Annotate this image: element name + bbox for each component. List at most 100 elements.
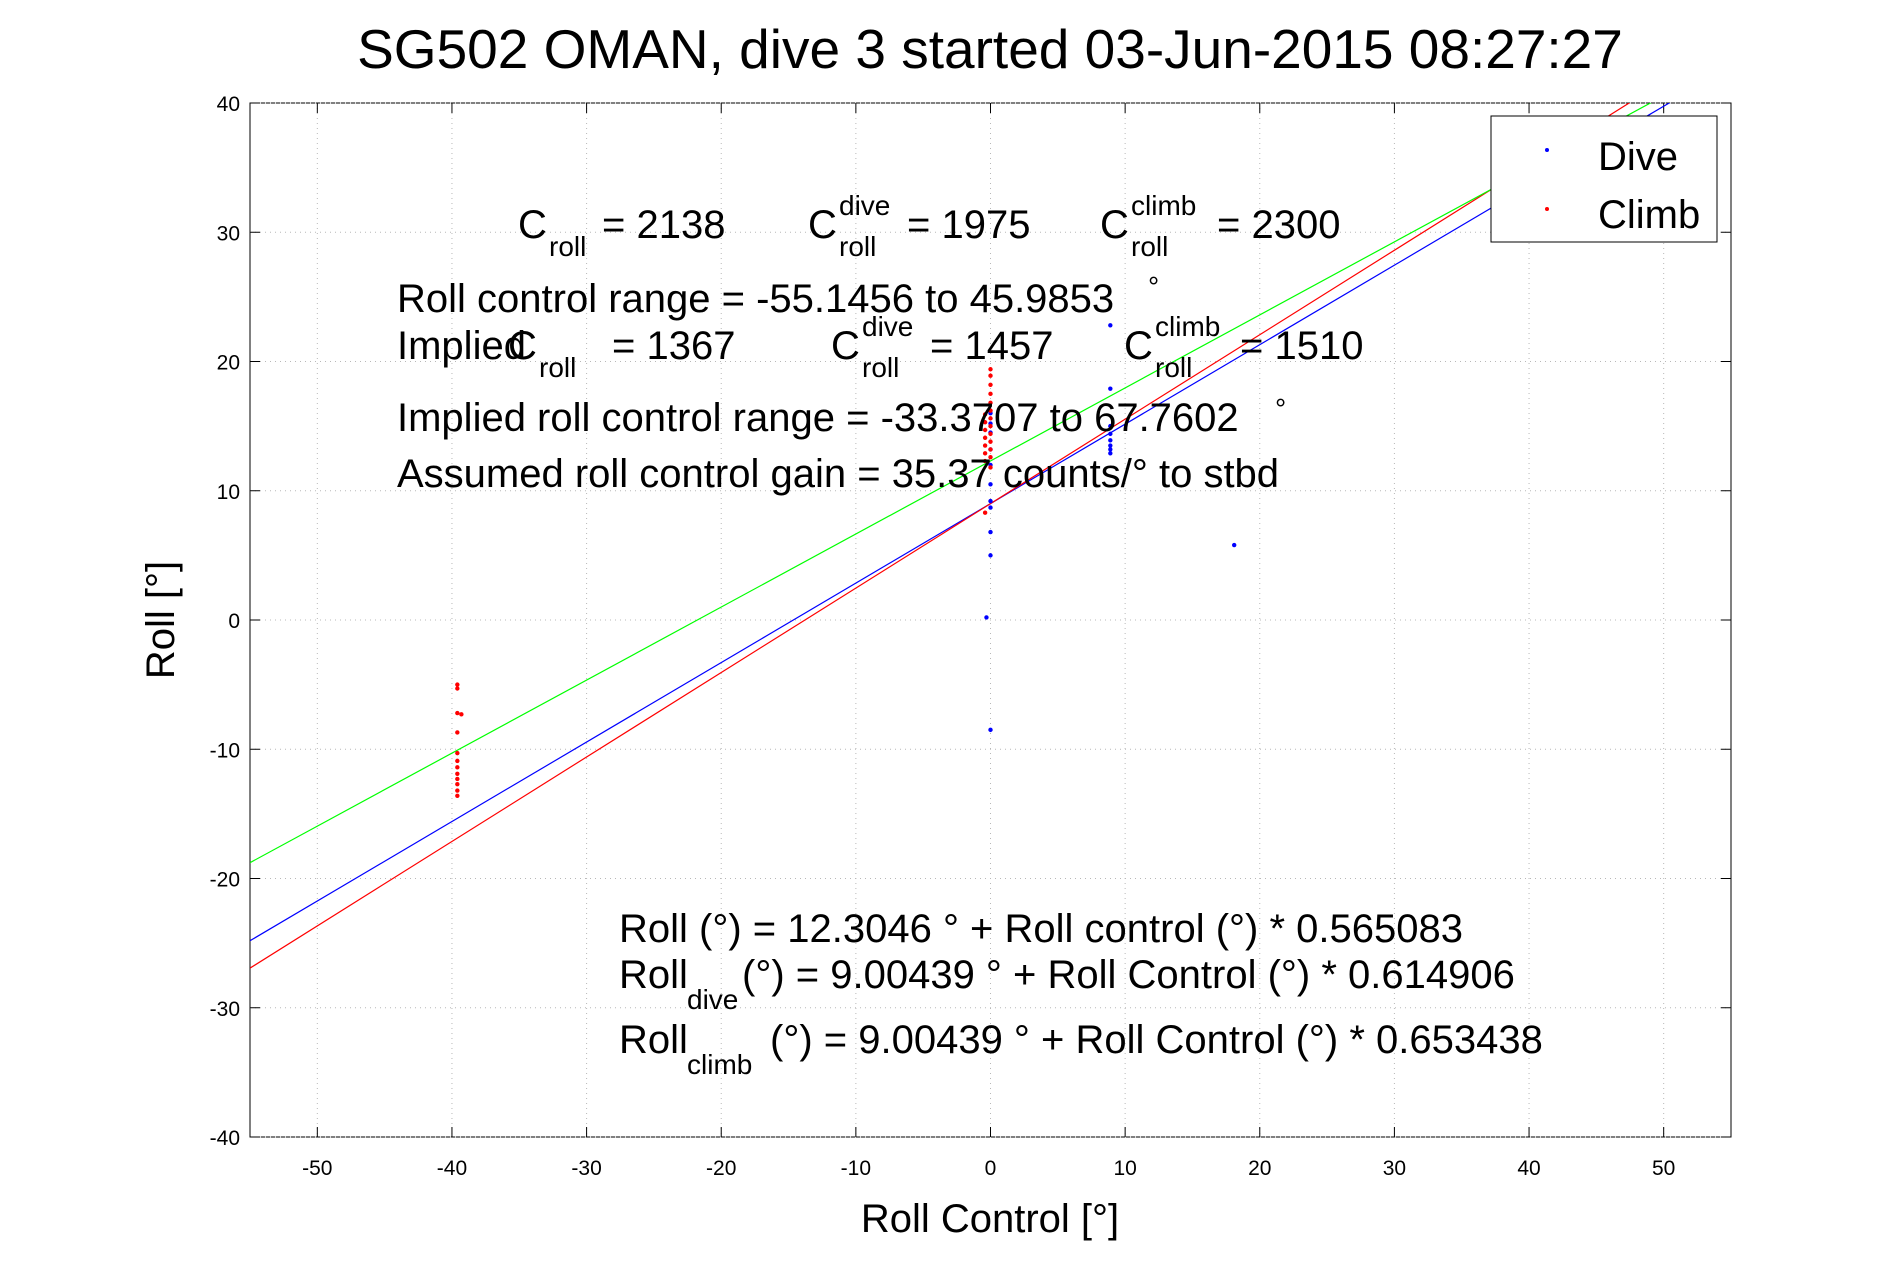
data-point-dive — [984, 615, 989, 620]
y-tick-label: -10 — [210, 739, 240, 762]
x-axis-label: Roll Control [°] — [861, 1197, 1119, 1241]
data-point-climb — [455, 771, 460, 777]
data-point-dive — [1108, 438, 1113, 443]
y-tick-label: -40 — [210, 1127, 240, 1150]
data-point-climb — [982, 443, 988, 448]
data-point-dive — [988, 529, 993, 535]
data-point-dive — [988, 553, 993, 558]
axis-ticks: -50 -40 -30 -20 -10 0 10 20 30 40 50 -40 -30 -20 -10 0 1… — [210, 93, 1731, 1180]
data-point-climb — [988, 423, 993, 429]
data-point-dive — [1108, 431, 1113, 437]
data-point-climb — [455, 750, 460, 756]
y-tick-label: 20 — [217, 352, 240, 375]
y-tick-label: 30 — [217, 222, 240, 245]
data-point-climb — [988, 373, 993, 378]
c-roll-climb-superscript: climb — [1131, 190, 1196, 221]
c-roll-value: = 2138 — [602, 203, 725, 247]
data-point-dive — [988, 727, 993, 733]
data-point-climb — [455, 781, 460, 787]
implied-c-roll-climb-superscript: climb — [1155, 311, 1220, 342]
fit-line — [250, 103, 1631, 969]
c-roll-dive-symbol: C — [808, 203, 837, 247]
c-roll-dive-subscript: roll — [839, 231, 876, 262]
x-tick-label: -50 — [302, 1157, 332, 1180]
data-point-climb — [988, 447, 993, 452]
implied-c-roll-subscript: roll — [539, 352, 576, 383]
equation-dive-subscript: dive — [687, 984, 738, 1015]
c-roll-dive-superscript: dive — [839, 190, 890, 221]
equation-dive-rest: (°) = 9.00439 ° + Roll Control (°) * 0.6… — [742, 953, 1515, 997]
data-point-climb — [988, 408, 993, 413]
data-point-dive — [1108, 451, 1113, 456]
data-point-climb — [988, 439, 993, 444]
data-points — [455, 323, 1237, 798]
data-point-climb — [982, 458, 988, 464]
legend-label-dive: Dive — [1598, 135, 1678, 179]
data-point-dive — [1108, 443, 1113, 448]
x-tick-label: 40 — [1517, 1157, 1540, 1180]
equation-dive-roll: Roll — [619, 953, 688, 997]
data-point-dive — [1108, 386, 1113, 391]
data-point-dive — [1231, 542, 1237, 548]
x-tick-label: -40 — [437, 1157, 467, 1180]
implied-c-roll-climb-subscript: roll — [1155, 352, 1192, 383]
c-roll-symbol: C — [518, 203, 547, 247]
data-point-climb — [982, 420, 988, 425]
roll-control-range-degree: ° — [1148, 271, 1159, 302]
x-tick-label: 20 — [1248, 1157, 1271, 1180]
implied-c-roll-dive-subscript: roll — [862, 352, 899, 383]
implied-c-roll-climb-value: = 1510 — [1240, 324, 1363, 368]
x-tick-label: 10 — [1113, 1157, 1136, 1180]
x-tick-label: -30 — [571, 1157, 601, 1180]
equation-all: Roll (°) = 12.3046 ° + Roll control (°) … — [619, 907, 1463, 951]
c-roll-subscript: roll — [549, 231, 586, 262]
data-point-climb — [455, 788, 460, 793]
data-point-dive — [988, 482, 993, 487]
legend-box — [1490, 115, 1718, 243]
data-point-climb — [982, 427, 988, 433]
data-point-climb — [459, 712, 464, 717]
legend-marker-climb — [1545, 207, 1549, 211]
c-roll-dive-value: = 1975 — [907, 203, 1030, 247]
implied-c-roll-value: = 1367 — [612, 324, 735, 368]
legend-marker-dive — [1545, 148, 1549, 152]
data-point-climb — [982, 451, 988, 456]
equation-climb-roll: Roll — [619, 1018, 688, 1062]
equation-dive: Roll dive (°) = 9.00439 ° + Roll Control… — [619, 953, 1515, 1015]
y-tick-label: -20 — [210, 869, 240, 892]
data-point-climb — [455, 765, 460, 770]
roll-control-range: Roll control range = -55.1456 to 45.9853 — [397, 277, 1114, 321]
legend-label-climb: Climb — [1598, 193, 1700, 237]
data-point-climb — [988, 416, 993, 421]
x-tick-label: -10 — [841, 1157, 871, 1180]
y-axis-label: Roll [°] — [139, 561, 183, 679]
data-point-climb — [455, 793, 460, 798]
data-point-climb — [455, 776, 460, 782]
x-tick-label: 30 — [1383, 1157, 1406, 1180]
implied-range-degree: ° — [1275, 393, 1286, 424]
chart-title: SG502 OMAN, dive 3 started 03-Jun-2015 0… — [357, 18, 1623, 80]
data-point-climb — [988, 400, 993, 406]
implied-c-roll-dive-symbol: C — [831, 324, 860, 368]
data-point-climb — [455, 710, 460, 716]
data-point-climb — [988, 382, 993, 387]
c-roll-climb-subscript: roll — [1131, 231, 1168, 262]
annotation-c-roll: C roll = 2138 C dive roll = 1975 C climb… — [518, 190, 1340, 262]
data-point-climb — [988, 454, 993, 460]
annotation-implied-c-roll: Implied C roll = 1367 C dive roll = 1457… — [397, 311, 1363, 383]
data-point-dive — [1108, 447, 1113, 452]
y-tick-label: 0 — [228, 610, 240, 633]
y-tick-label: 40 — [217, 93, 240, 116]
x-tick-label: -20 — [706, 1157, 736, 1180]
data-point-climb — [988, 431, 993, 437]
c-roll-climb-symbol: C — [1100, 203, 1129, 247]
data-point-dive — [988, 498, 993, 504]
x-tick-label: 50 — [1652, 1157, 1675, 1180]
implied-range: Implied roll control range = -33.3707 to… — [397, 396, 1239, 440]
data-point-climb — [988, 465, 993, 470]
y-tick-label: 10 — [217, 481, 240, 504]
data-point-dive — [1108, 423, 1113, 429]
data-point-climb — [982, 435, 988, 440]
fit-lines — [250, 103, 1671, 969]
gain-note: Assumed roll control gain = 35.37 counts… — [397, 452, 1279, 496]
